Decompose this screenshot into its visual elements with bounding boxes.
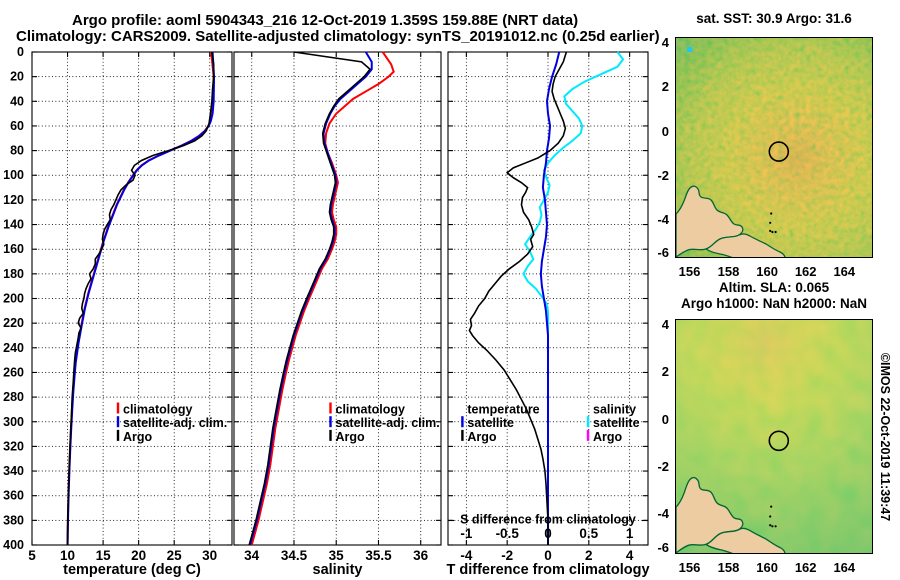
svg-text:180: 180 [3,267,24,281]
svg-text:360: 360 [3,489,24,503]
svg-text:380: 380 [3,513,24,527]
svg-text:salinity: salinity [313,562,363,578]
svg-text:satellite-adj. clim.: satellite-adj. clim. [123,416,227,430]
svg-text:80: 80 [10,144,24,158]
svg-text:320: 320 [3,439,24,453]
svg-text:Argo: Argo [467,430,497,444]
svg-text:400: 400 [3,538,24,552]
svg-text:200: 200 [3,292,24,306]
svg-text:36: 36 [413,548,429,563]
svg-text:temperature (deg C): temperature (deg C) [63,562,201,578]
svg-text:-1: -1 [460,526,472,541]
svg-text:20: 20 [10,70,24,84]
svg-text:climatology: climatology [123,403,193,417]
svg-text:35: 35 [329,548,345,563]
svg-text:satellite: satellite [467,416,514,430]
svg-text:salinity: salinity [593,403,636,417]
svg-text:5: 5 [28,548,36,563]
svg-text:temperature: temperature [467,403,539,417]
svg-text:60: 60 [10,119,24,133]
svg-text:satellite-adj. clim.: satellite-adj. clim. [336,416,440,430]
svg-text:15: 15 [96,548,112,563]
svg-text:2: 2 [585,548,593,563]
svg-text:30: 30 [202,548,217,563]
svg-text:-2: -2 [501,548,513,563]
svg-text:240: 240 [3,341,24,355]
svg-text:260: 260 [3,365,24,379]
svg-text:1: 1 [626,526,634,541]
svg-text:34.5: 34.5 [281,548,308,563]
svg-text:4: 4 [626,548,634,563]
svg-text:20: 20 [131,548,146,563]
svg-text:T difference from climatology: T difference from climatology [446,562,649,578]
svg-text:-0.5: -0.5 [496,526,520,541]
svg-text:220: 220 [3,316,24,330]
svg-text:satellite: satellite [593,416,640,430]
svg-text:100: 100 [3,168,24,182]
svg-text:34: 34 [244,548,260,563]
svg-text:Argo: Argo [336,430,366,444]
svg-text:40: 40 [10,94,24,108]
svg-text:300: 300 [3,415,24,429]
svg-text:Argo: Argo [593,430,623,444]
svg-text:280: 280 [3,390,24,404]
svg-text:climatology: climatology [336,403,406,417]
svg-text:0: 0 [17,45,24,59]
svg-text:120: 120 [3,193,24,207]
svg-text:-4: -4 [460,548,472,563]
svg-text:140: 140 [3,218,24,232]
svg-text:10: 10 [60,548,75,563]
svg-text:Argo: Argo [123,430,153,444]
svg-text:35.5: 35.5 [365,548,392,563]
svg-text:160: 160 [3,242,24,256]
svg-text:0.5: 0.5 [579,526,598,541]
svg-text:25: 25 [167,548,183,563]
svg-text:0: 0 [544,548,552,563]
svg-text:340: 340 [3,464,24,478]
